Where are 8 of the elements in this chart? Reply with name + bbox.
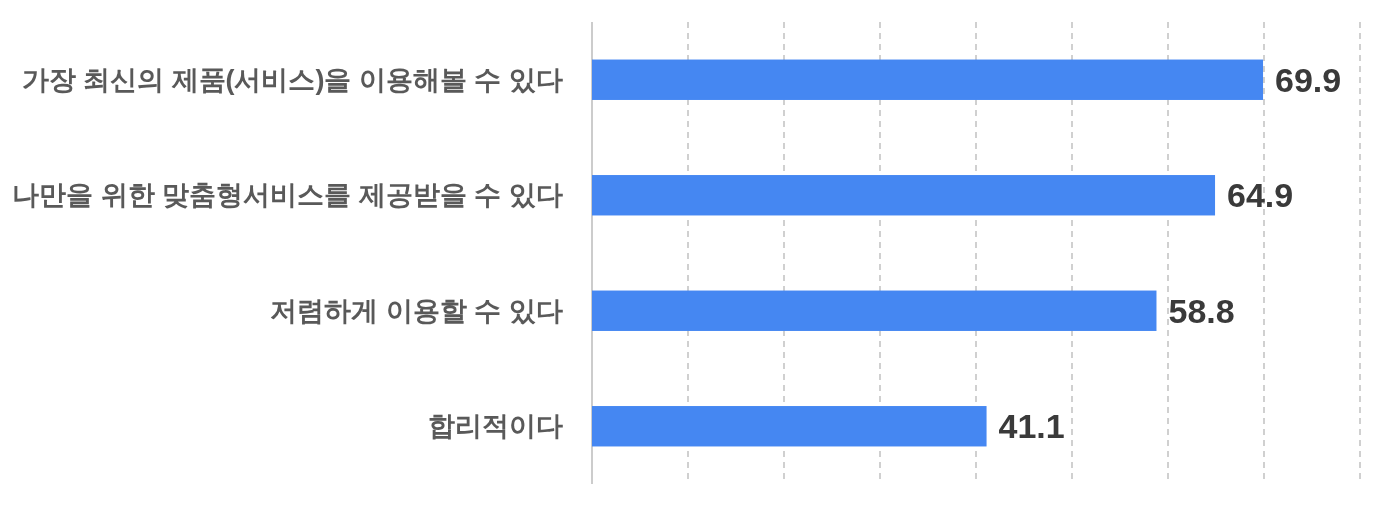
- y-tick-label: 저렴하게 이용할 수 있다: [270, 295, 563, 326]
- data-label: 64.9: [1227, 176, 1294, 215]
- y-tick-label: 나만을 위한 맞춤형서비스를 제공받을 수 있다: [12, 180, 563, 211]
- y-tick-label: 가장 최신의 제품(서비스)을 이용해볼 수 있다: [21, 64, 563, 95]
- data-label: 58.8: [1168, 291, 1235, 330]
- data-label: 41.1: [998, 407, 1065, 446]
- y-tick-label: 합리적이다: [428, 411, 563, 442]
- data-label: 69.9: [1275, 60, 1342, 99]
